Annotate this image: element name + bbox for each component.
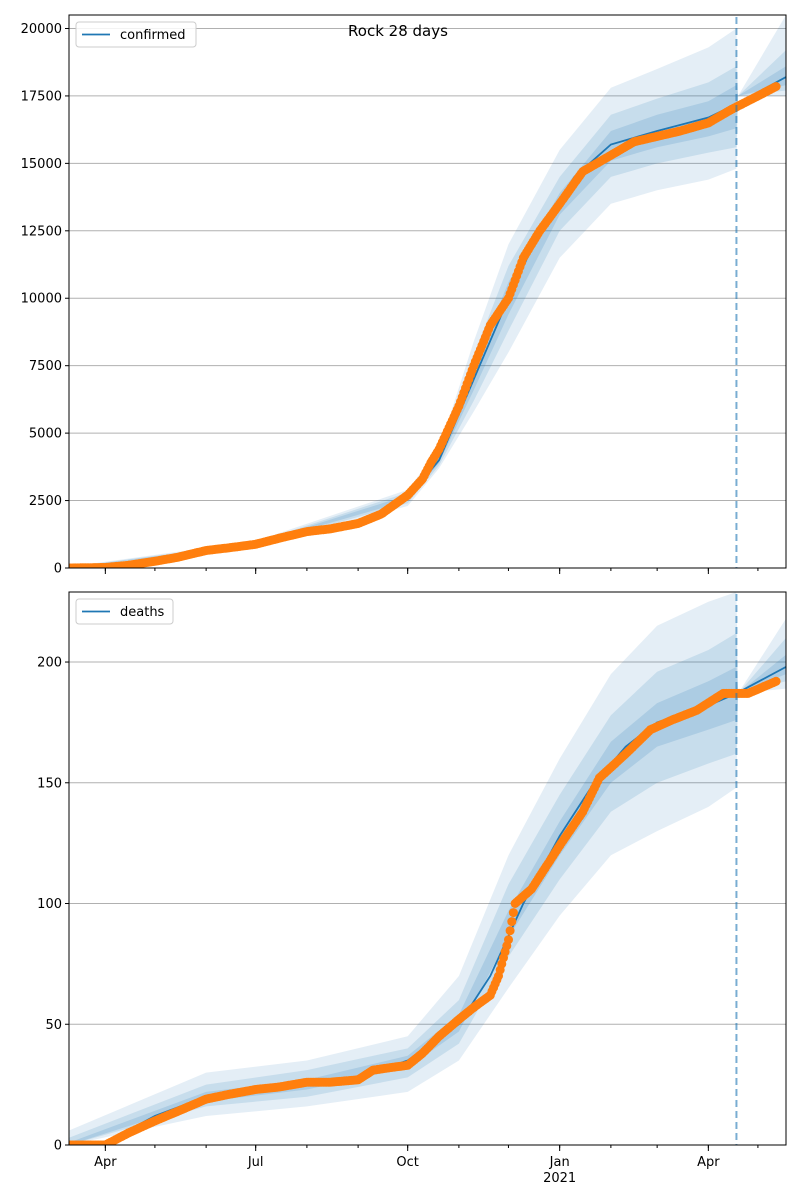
deaths-axes-frame <box>68 591 787 1146</box>
confirmed-y-tick-label: 17500 <box>21 89 62 104</box>
deaths-x-tick-label: Oct <box>396 1155 418 1170</box>
deaths-observed-point <box>505 926 515 936</box>
deaths-observed-point <box>771 676 781 686</box>
confirmed-observed-point <box>771 82 781 91</box>
deaths-y-tick-label: 150 <box>37 776 62 791</box>
deaths-uncertainty-band-outer <box>69 592 786 1145</box>
confirmed-y-tick-label: 15000 <box>21 157 62 172</box>
deaths-y-tick-label: 200 <box>37 656 62 671</box>
deaths-x-tick-label: Jul <box>247 1155 264 1170</box>
deaths-y-tick-label: 100 <box>37 897 62 912</box>
confirmed-plot-area <box>69 15 786 568</box>
deaths-observed-point <box>507 917 517 927</box>
deaths-x-tick-label: Apr <box>697 1155 720 1170</box>
confirmed-legend: confirmed <box>75 21 197 48</box>
deaths-x-tick-sublabel: 2021 <box>543 1171 576 1186</box>
deaths-plot-area <box>69 592 786 1145</box>
confirmed-legend-label: confirmed <box>120 28 186 43</box>
confirmed-uncertainty-band-mid <box>69 50 786 568</box>
deaths-y-tick-label: 50 <box>45 1018 62 1033</box>
deaths-x-tick-label: Jan <box>549 1155 570 1170</box>
deaths-uncertainty-band-mid <box>69 633 786 1145</box>
deaths-observed-point <box>504 935 513 945</box>
confirmed-y-tick-label: 12500 <box>21 224 62 239</box>
deaths-legend-label: deaths <box>120 605 165 620</box>
deaths-y-tick-label: 0 <box>54 1139 62 1154</box>
chart-title: Rock 28 days <box>348 22 448 40</box>
confirmed-y-tick-label: 5000 <box>29 427 62 442</box>
confirmed-y-tick-label: 2500 <box>29 494 62 509</box>
deaths-observed-point <box>508 908 518 918</box>
confirmed-y-tick-label: 20000 <box>21 22 62 37</box>
confirmed-panel: 0 2500 5000 7500 10000 12500 15000 17500 20000 co… <box>21 14 787 577</box>
deaths-x-tick-label: Apr <box>94 1155 117 1170</box>
deaths-legend: deaths <box>75 598 174 625</box>
confirmed-y-tick-label: 7500 <box>29 359 62 374</box>
confirmed-axes-frame <box>68 14 787 569</box>
confirmed-y-tick-label: 0 <box>54 562 62 577</box>
confirmed-y-tick-label: 10000 <box>21 292 62 307</box>
deaths-uncertainty-band-inner <box>69 654 786 1145</box>
